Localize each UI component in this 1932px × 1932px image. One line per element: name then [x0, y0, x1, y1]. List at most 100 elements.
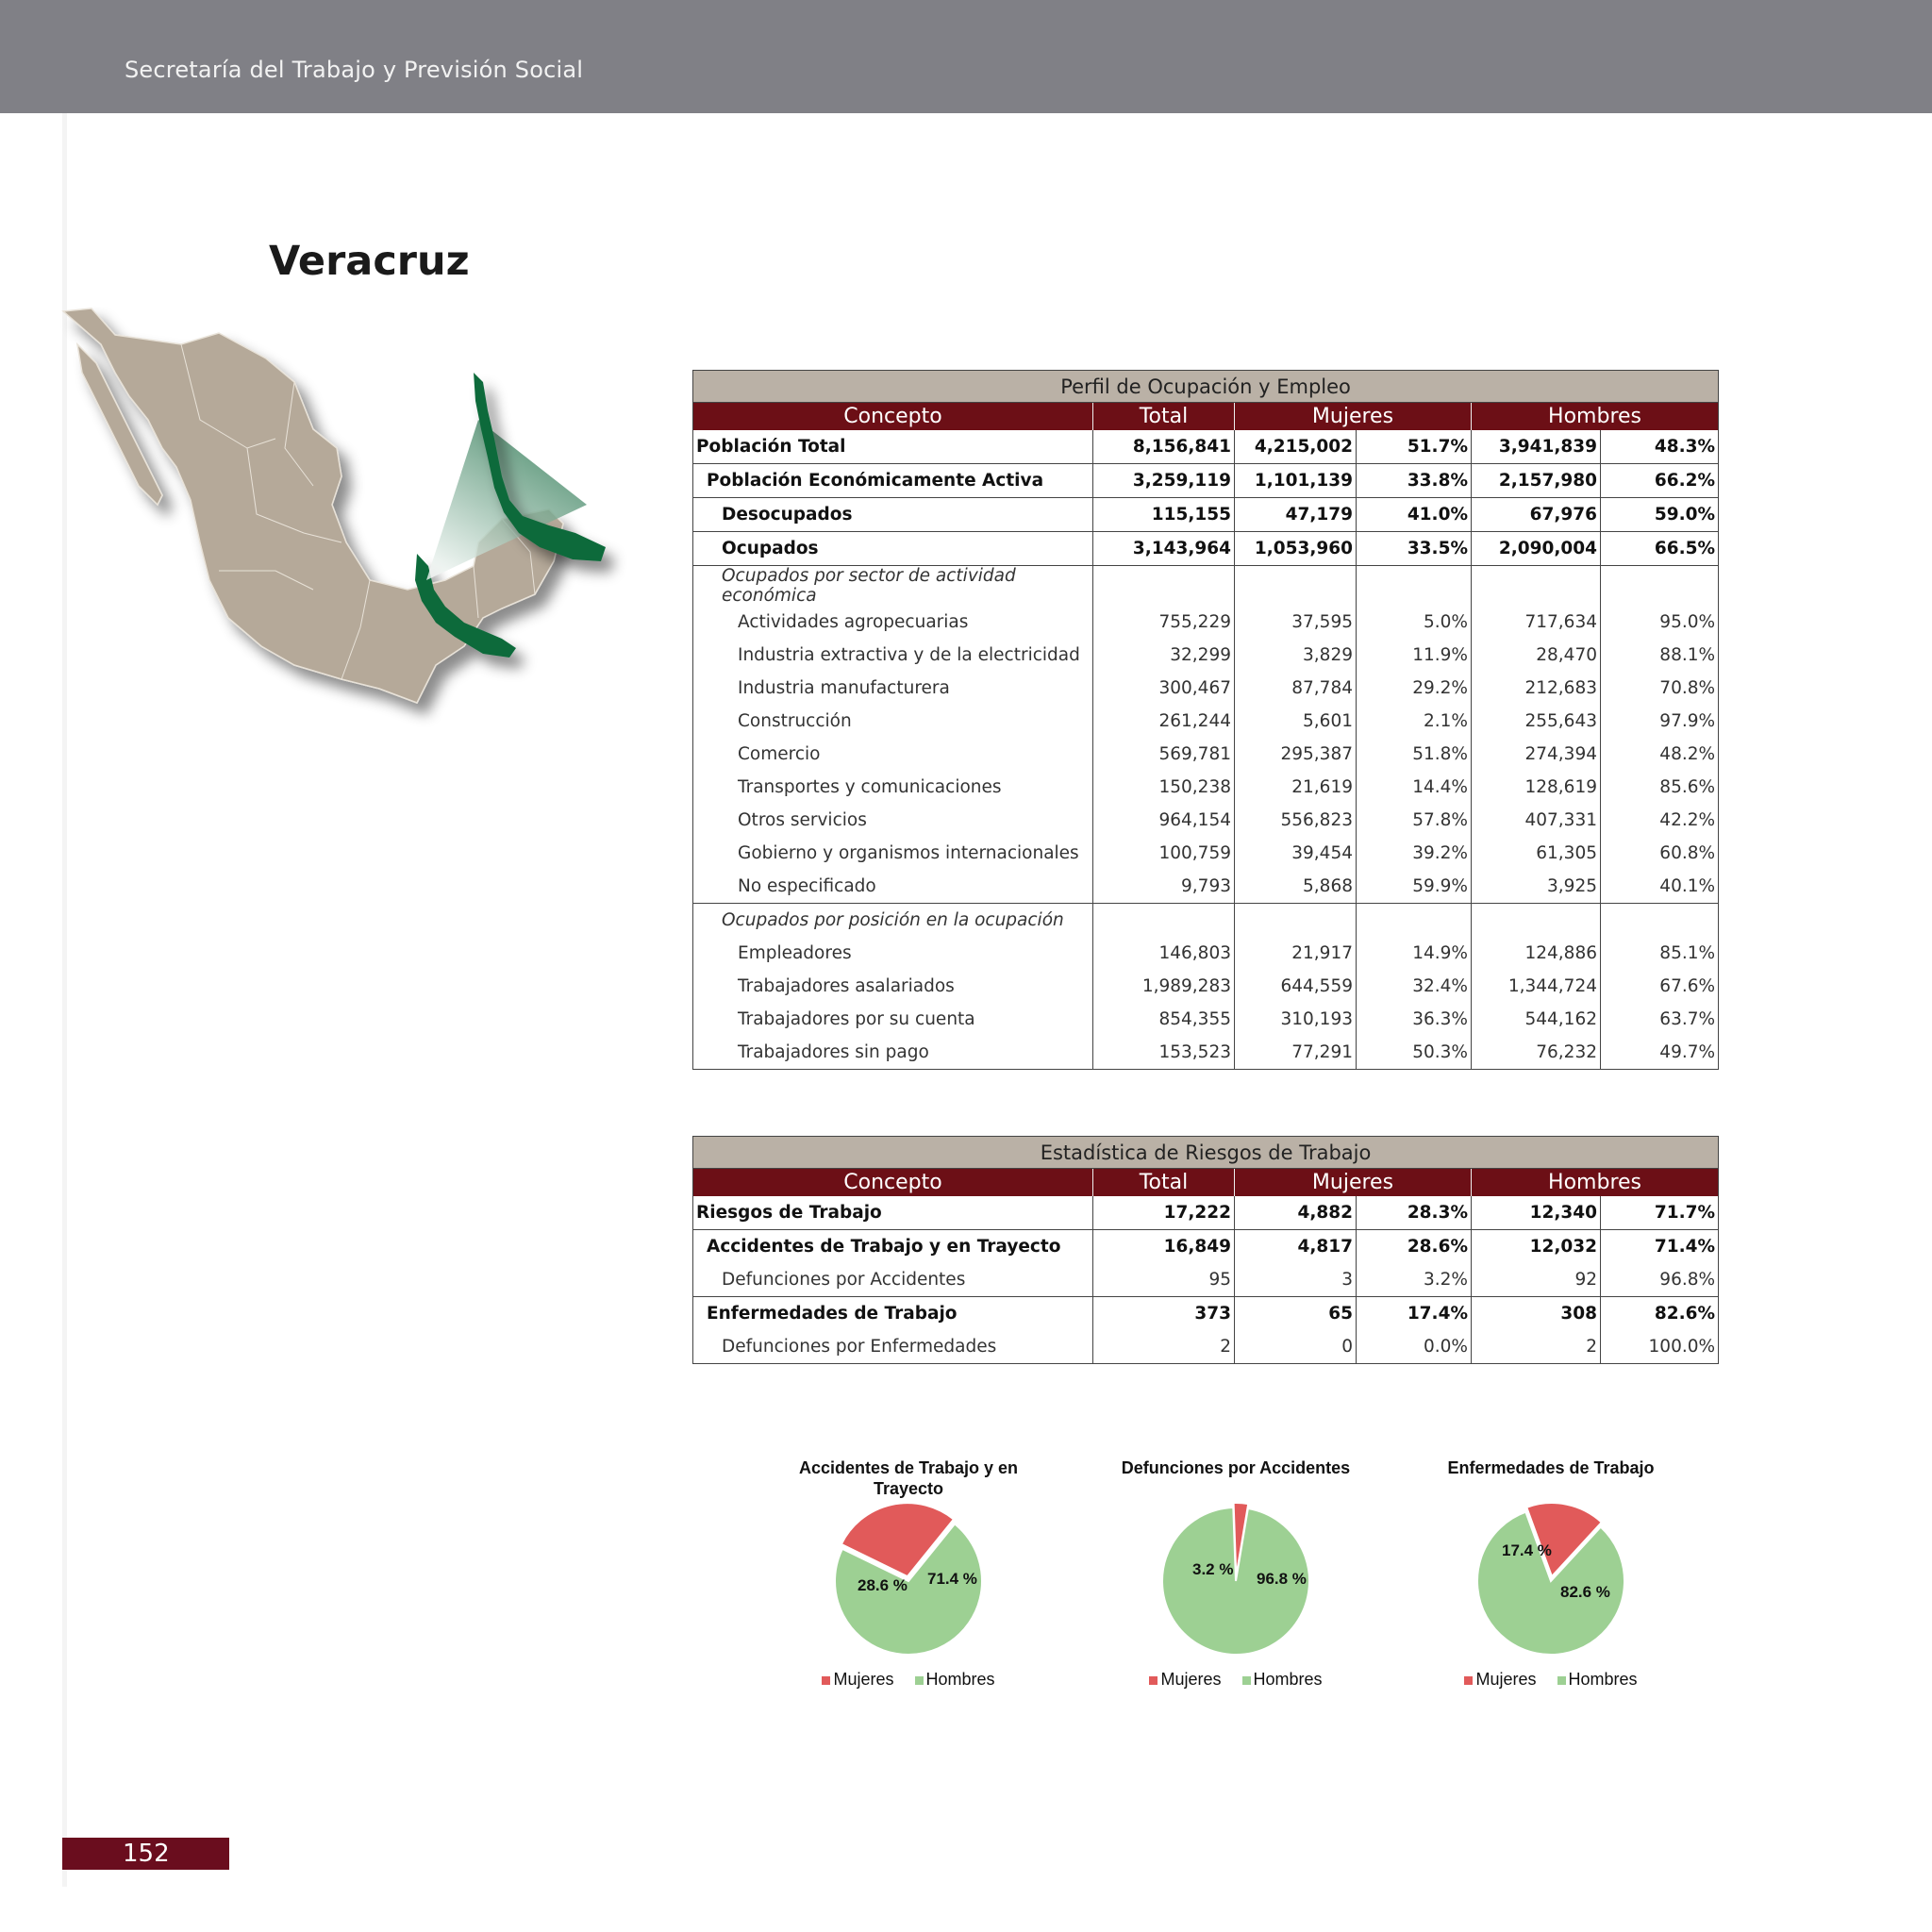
- cell-mujeres: 4,817: [1234, 1229, 1357, 1263]
- cell-mujeres-pct: 14.9%: [1356, 937, 1472, 970]
- row-label: Ocupados: [692, 531, 1093, 566]
- legend-swatch: [914, 1675, 924, 1685]
- table-row: Industria extractiva y de la electricida…: [692, 639, 1720, 672]
- table-row: Comercio 569,781 295,387 51.8% 274,394 48.2%: [692, 738, 1720, 771]
- row-label: Población Económicamente Activa: [692, 463, 1093, 498]
- cell-total: 150,238: [1092, 771, 1235, 804]
- cell-hombres-pct: 70.8%: [1599, 672, 1720, 705]
- cell-mujeres-pct: 14.4%: [1356, 771, 1472, 804]
- row-label: Actividades agropecuarias: [692, 606, 1093, 639]
- cell-mujeres: 4,215,002: [1234, 430, 1357, 464]
- table-row: No especificado 9,793 5,868 59.9% 3,925 40.1%: [692, 870, 1720, 904]
- cell-hombres-pct: 49.7%: [1599, 1036, 1720, 1070]
- cell-mujeres: 65: [1234, 1296, 1357, 1330]
- cell-hombres-pct: 82.6%: [1599, 1296, 1720, 1330]
- legend-item: Hombres: [914, 1670, 995, 1690]
- cell-mujeres-pct: [1356, 565, 1472, 606]
- cell-hombres-pct: 48.2%: [1599, 738, 1720, 771]
- table-row: Ocupados por posición en la ocupación: [692, 903, 1720, 937]
- legend-swatch: [822, 1675, 831, 1685]
- cell-hombres-pct: 85.6%: [1599, 771, 1720, 804]
- legend-swatch: [1241, 1675, 1251, 1685]
- cell-hombres: 12,032: [1471, 1229, 1601, 1263]
- pie-value-label: 28.6 %: [858, 1576, 908, 1594]
- table-row: Construcción 261,244 5,601 2.1% 255,643 97.9%: [692, 705, 1720, 738]
- legend-label: Hombres: [1568, 1670, 1638, 1689]
- cell-mujeres-pct: 50.3%: [1356, 1036, 1472, 1070]
- legend-swatch: [1464, 1675, 1474, 1685]
- cell-mujeres-pct: 17.4%: [1356, 1296, 1472, 1330]
- cell-mujeres: 37,595: [1234, 606, 1357, 639]
- side-strip: [62, 113, 67, 1887]
- row-label: Otros servicios: [692, 804, 1093, 837]
- pie-title: Defunciones por Accidentes: [1121, 1458, 1351, 1477]
- cell-hombres-pct: 100.0%: [1599, 1330, 1720, 1364]
- table-row: Defunciones por Enfermedades 2 0 0.0% 2 100.0…: [692, 1330, 1720, 1364]
- table-row: Accidentes de Trabajo y en Trayecto 16,84…: [692, 1229, 1720, 1263]
- cell-mujeres: 1,101,139: [1234, 463, 1357, 498]
- cell-hombres-pct: 59.0%: [1599, 497, 1720, 532]
- cell-mujeres-pct: 57.8%: [1356, 804, 1472, 837]
- veracruz-shape: [415, 554, 516, 658]
- risk-table: Estadística de Riesgos de Trabajo Concep…: [691, 1136, 1720, 1364]
- cell-hombres: [1471, 903, 1601, 937]
- table-row: Gobierno y organismos internacionales 100…: [692, 837, 1720, 870]
- baja-california-shape: [75, 341, 163, 507]
- table-row: Industria manufacturera 300,467 87,784 29.2…: [692, 672, 1720, 705]
- cell-total: 964,154: [1092, 804, 1235, 837]
- legend-item: Hombres: [1241, 1670, 1323, 1690]
- table-row: Empleadores 146,803 21,917 14.9% 124,886 85.1…: [692, 937, 1720, 970]
- cell-mujeres: 4,882: [1234, 1196, 1357, 1230]
- cell-hombres-pct: 66.5%: [1599, 531, 1720, 566]
- row-label: Industria manufacturera: [692, 672, 1093, 705]
- cell-hombres-pct: 96.8%: [1599, 1263, 1720, 1297]
- cell-hombres-pct: 48.3%: [1599, 430, 1720, 464]
- cell-total: [1092, 565, 1235, 606]
- cell-hombres-pct: 40.1%: [1599, 870, 1720, 904]
- pie-legend: Mujeres Hombres: [1113, 1670, 1358, 1690]
- cell-hombres: 212,683: [1471, 672, 1601, 705]
- cell-total: 569,781: [1092, 738, 1235, 771]
- pie-legend: Mujeres Hombres: [786, 1670, 1031, 1690]
- cell-hombres: 76,232: [1471, 1036, 1601, 1070]
- cell-total: 3,143,964: [1092, 531, 1235, 566]
- row-label: Trabajadores por su cuenta: [692, 1003, 1093, 1036]
- cell-hombres: 124,886: [1471, 937, 1601, 970]
- pie-slice-hombres: [1476, 1510, 1625, 1656]
- cell-mujeres: 3,829: [1234, 639, 1357, 672]
- table-row: Población Total 8,156,841 4,215,002 51.7% 3,…: [692, 430, 1720, 464]
- row-label: Empleadores: [692, 937, 1093, 970]
- cell-mujeres-pct: 32.4%: [1356, 970, 1472, 1003]
- legend-item: Mujeres: [822, 1670, 894, 1690]
- col-mujeres: Mujeres: [1234, 1168, 1472, 1196]
- col-total: Total: [1092, 1168, 1235, 1196]
- cell-hombres: 308: [1471, 1296, 1601, 1330]
- pie-svg: 28.6 % 71.4 %: [834, 1502, 983, 1656]
- cell-mujeres: 21,917: [1234, 937, 1357, 970]
- row-label: Comercio: [692, 738, 1093, 771]
- cell-hombres: 255,643: [1471, 705, 1601, 738]
- cell-hombres-pct: 95.0%: [1599, 606, 1720, 639]
- legend-item: Mujeres: [1464, 1670, 1537, 1690]
- cell-mujeres: 295,387: [1234, 738, 1357, 771]
- cell-mujeres-pct: 5.0%: [1356, 606, 1472, 639]
- row-label: Defunciones por Enfermedades: [692, 1330, 1093, 1364]
- table-row: Trabajadores por su cuenta 854,355 310,193…: [692, 1003, 1720, 1036]
- cell-total: [1092, 903, 1235, 937]
- legend-item: Mujeres: [1149, 1670, 1222, 1690]
- cell-total: 755,229: [1092, 606, 1235, 639]
- table-row: Población Económicamente Activa 3,259,119…: [692, 463, 1720, 498]
- cell-mujeres-pct: 29.2%: [1356, 672, 1472, 705]
- cell-total: 9,793: [1092, 870, 1235, 904]
- pie-chart-defunciones-accidentes: Defunciones por Accidentes 3.2 % 96.8 % Muj…: [1113, 1457, 1358, 1690]
- pie-value-label: 71.4 %: [927, 1570, 977, 1588]
- cell-hombres: 2,157,980: [1471, 463, 1601, 498]
- header-bar: Secretaría del Trabajo y Previsión Socia…: [0, 0, 1932, 113]
- cell-hombres: 28,470: [1471, 639, 1601, 672]
- cell-hombres: 61,305: [1471, 837, 1601, 870]
- row-label: Gobierno y organismos internacionales: [692, 837, 1093, 870]
- table-row: Desocupados 115,155 47,179 41.0% 67,976 59.0%: [692, 497, 1720, 532]
- cell-hombres: 3,925: [1471, 870, 1601, 904]
- row-label: Transportes y comunicaciones: [692, 771, 1093, 804]
- employment-table-caption: Perfil de Ocupación y Empleo: [691, 370, 1720, 403]
